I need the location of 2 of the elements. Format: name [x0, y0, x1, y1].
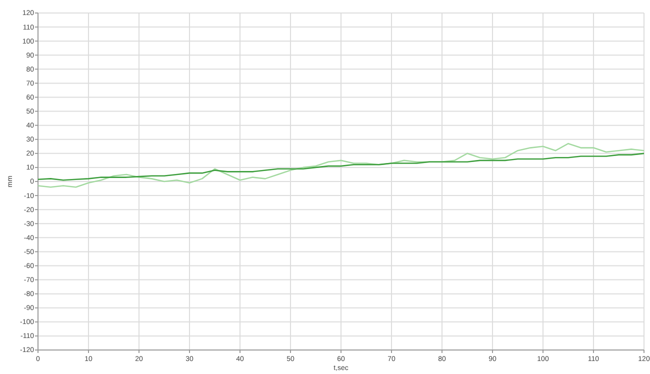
line-series [37, 152, 645, 181]
line-series [37, 142, 645, 188]
